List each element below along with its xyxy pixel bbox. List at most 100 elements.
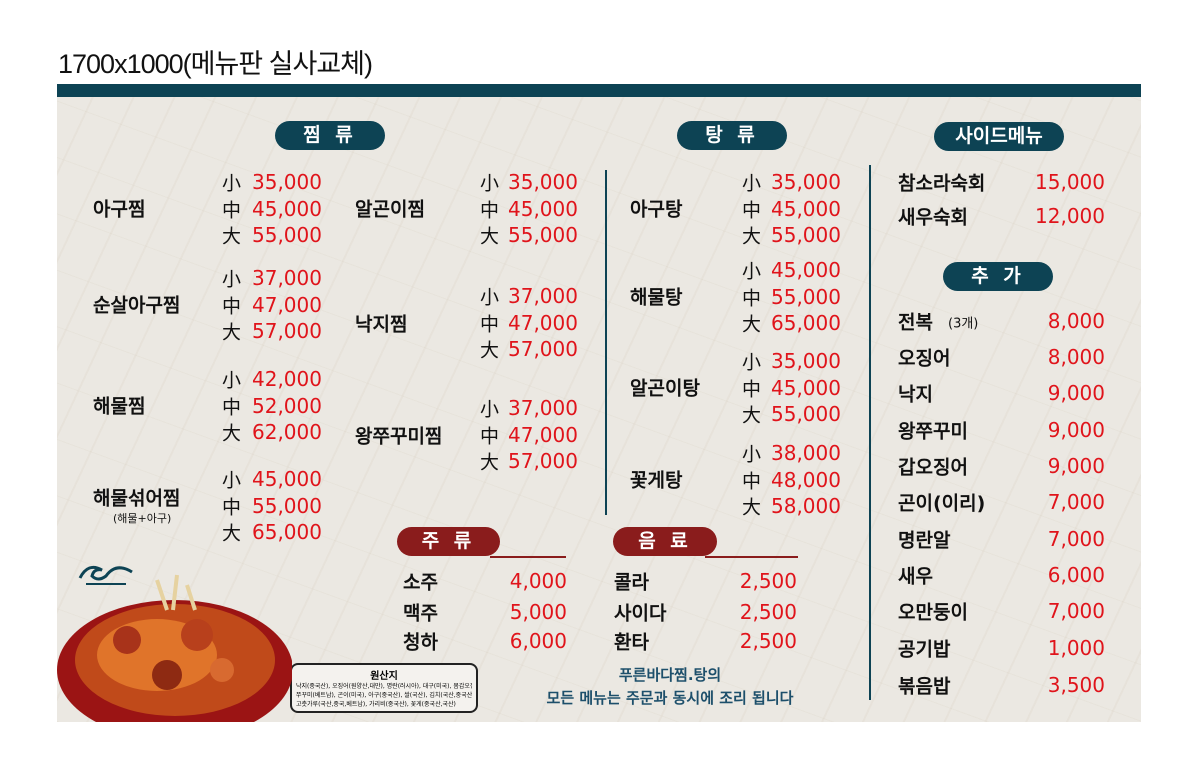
origin-line: 쭈꾸미(베트남), 곤이(미국), 아구(중국산), 쌀(국산), 김치(국산,… (296, 692, 472, 699)
menu-item-price: 12,000 (1035, 204, 1105, 228)
menu-item-name: 명란알 (898, 529, 951, 552)
menu-item-name: 오만둥이 (898, 601, 968, 624)
size-label: 中 (222, 199, 242, 221)
menu-item-price: 58,000 (771, 494, 841, 518)
size-label: 中 (742, 287, 762, 309)
menu-item-price: 35,000 (771, 349, 841, 373)
origin-line: 낙지(중국산), 오징어(원양산,대만), 명란(러시아), 대구(미국), 몸… (296, 683, 472, 690)
menu-item-price: 45,000 (508, 196, 578, 221)
menu-item-price: 57,000 (508, 449, 578, 473)
size-label: 大 (222, 422, 242, 445)
size-label: 大 (480, 225, 500, 248)
size-label: 中 (480, 425, 500, 447)
size-label: 小 (480, 398, 500, 421)
menu-item-note: (해물+아구) (113, 512, 172, 525)
size-label: 中 (480, 313, 500, 335)
menu-item-price: 62,000 (252, 420, 322, 444)
menu-item-price: 38,000 (771, 441, 841, 465)
section-liquor: 주 류 (397, 527, 500, 556)
origin-line: 고춧가루(국산,중국,베트남), 가리비(중국산), 꽃게(중국산,국산) (296, 701, 456, 708)
footer-line: 모든 메뉴는 주문과 동시에 조리 됩니다 (546, 689, 794, 707)
menu-item-price: 37,000 (508, 396, 578, 420)
menu-item-name: 왕쭈꾸미 (898, 420, 968, 443)
menu-item-price: 7,000 (1047, 527, 1105, 551)
menu-item-name: 해물탕 (630, 286, 683, 309)
menu-item-price: 55,000 (771, 284, 841, 309)
menu-item-name: 꽃게탕 (630, 469, 683, 492)
divider (490, 556, 566, 558)
menu-item-price: 35,000 (771, 170, 841, 194)
menu-item-price: 65,000 (771, 311, 841, 335)
menu-item-price: 4,000 (509, 569, 567, 593)
menu-item-price: 9,000 (1047, 418, 1105, 442)
size-label: 中 (222, 496, 242, 518)
size-label: 中 (222, 295, 242, 317)
size-label: 中 (480, 199, 500, 221)
menu-item-note: (3개) (948, 316, 979, 332)
menu-item-name: 해물찜 (93, 395, 146, 418)
menu-item-price: 6,000 (1047, 563, 1105, 587)
size-label: 大 (480, 339, 500, 362)
size-label: 小 (742, 443, 762, 466)
menu-item-price: 55,000 (771, 223, 841, 247)
menu-item-price: 37,000 (508, 284, 578, 308)
menu-item-price: 57,000 (252, 319, 322, 343)
menu-item-name: 낙지찜 (355, 313, 408, 336)
wave-icon (78, 565, 133, 585)
menu-item-price: 1,000 (1047, 636, 1105, 660)
menu-item-price: 47,000 (508, 310, 578, 335)
menu-item-price: 7,000 (1047, 490, 1105, 514)
size-label: 小 (742, 351, 762, 374)
size-label: 大 (222, 225, 242, 248)
menu-item-name: 사이다 (614, 602, 667, 625)
menu-item-name: 새우숙회 (898, 206, 968, 229)
size-label: 大 (222, 522, 242, 545)
footer-note: 푸른바다찜.탕의 모든 메뉴는 주문과 동시에 조리 됩니다 (500, 664, 840, 710)
divider (705, 556, 798, 558)
menu-item-name: 참소라숙회 (898, 172, 986, 195)
size-label: 小 (222, 369, 242, 392)
menu-item-price: 9,000 (1047, 381, 1105, 405)
menu-item-price: 15,000 (1035, 170, 1105, 194)
size-label: 大 (742, 404, 762, 427)
menu-item-price: 45,000 (771, 258, 841, 282)
menu-item-price: 57,000 (508, 337, 578, 361)
size-label: 中 (742, 470, 762, 492)
page-title: 1700x1000(메뉴판 실사교체) (58, 49, 373, 79)
footer-line: 푸른바다찜.탕의 (618, 666, 722, 684)
menu-item-name: 알곤이찜 (355, 198, 425, 221)
menu-item-price: 55,000 (252, 223, 322, 247)
size-label: 小 (222, 172, 242, 195)
origin-title: 원산지 (370, 671, 398, 682)
menu-item-name: 아구탕 (630, 198, 683, 221)
menu-item-price: 2,500 (739, 629, 797, 653)
size-label: 中 (222, 396, 242, 418)
menu-item-name: 환타 (614, 631, 649, 654)
menu-item-price: 35,000 (508, 170, 578, 194)
menu-item-price: 55,000 (508, 223, 578, 247)
menu-item-price: 8,000 (1047, 309, 1105, 333)
food-image (57, 574, 292, 722)
menu-item-price: 2,500 (739, 600, 797, 624)
menu-item-price: 45,000 (252, 196, 322, 221)
menu-item-name: 갑오징어 (898, 456, 968, 479)
menu-item-price: 65,000 (252, 520, 322, 544)
size-label: 大 (480, 451, 500, 474)
menu-item-price: 37,000 (252, 266, 322, 290)
menu-item-name: 오징어 (898, 347, 951, 370)
menu-item-name: 곤이(이리) (898, 492, 986, 515)
menu-item-name: 소주 (403, 571, 438, 594)
size-label: 中 (742, 199, 762, 221)
menu-item-price: 45,000 (771, 375, 841, 400)
menu-item-price: 8,000 (1047, 345, 1105, 369)
top-band (57, 84, 1141, 97)
menu-item-name: 아구찜 (93, 198, 146, 221)
section-side: 사이드메뉴 (934, 122, 1064, 151)
menu-item-price: 7,000 (1047, 599, 1105, 623)
menu-item-name: 순살아구찜 (93, 294, 181, 317)
size-label: 小 (222, 268, 242, 291)
menu-item-price: 45,000 (771, 196, 841, 221)
menu-item-name: 새우 (898, 565, 933, 588)
size-label: 大 (742, 496, 762, 519)
menu-item-price: 55,000 (771, 402, 841, 426)
